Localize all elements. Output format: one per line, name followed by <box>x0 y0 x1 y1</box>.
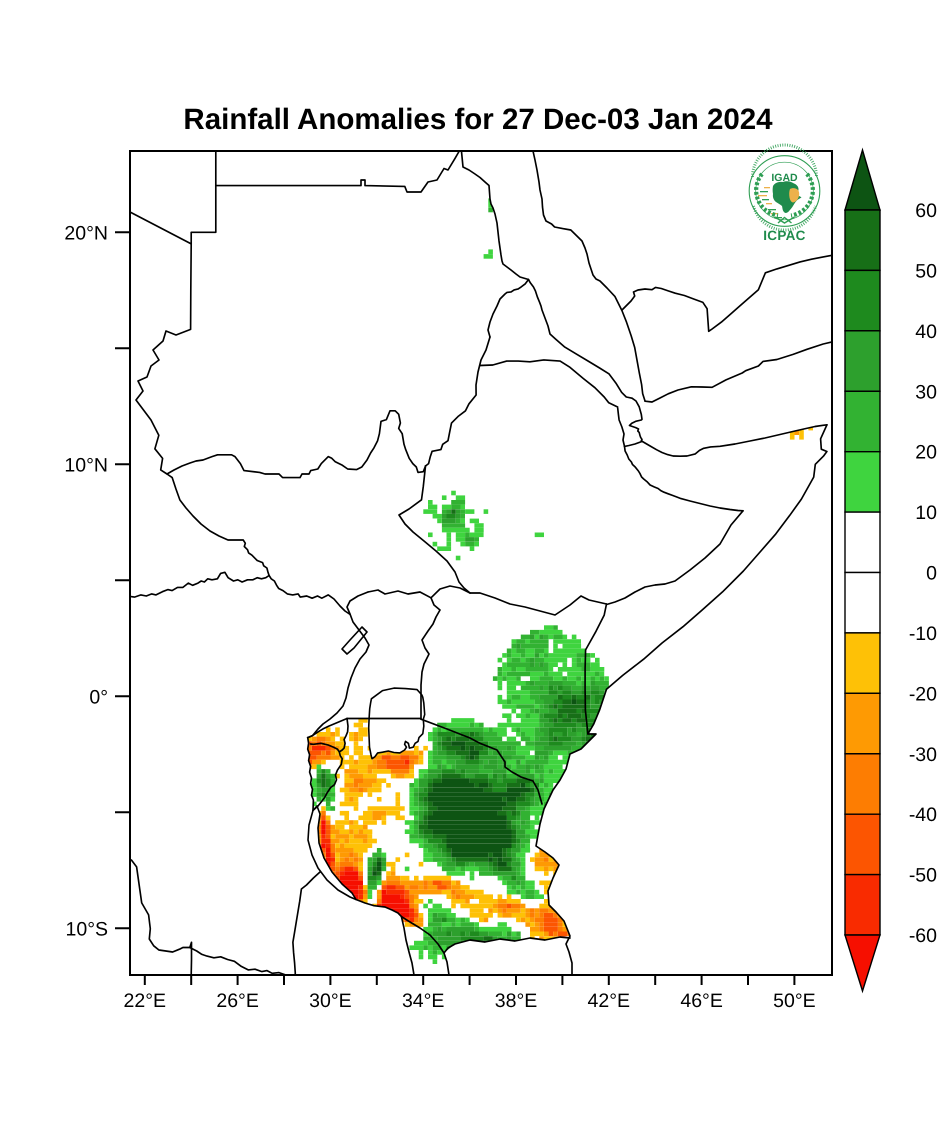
svg-text:20°N: 20°N <box>64 222 108 244</box>
svg-text:-40: -40 <box>909 804 937 826</box>
svg-text:-10: -10 <box>909 623 937 645</box>
svg-text:42°E: 42°E <box>588 990 631 1012</box>
svg-text:34°E: 34°E <box>402 990 445 1012</box>
svg-text:-20: -20 <box>909 683 937 705</box>
svg-text:-60: -60 <box>909 925 937 947</box>
svg-text:10: 10 <box>915 502 937 524</box>
svg-text:20: 20 <box>915 442 937 464</box>
svg-text:40: 40 <box>915 321 937 343</box>
svg-text:22°E: 22°E <box>124 990 167 1012</box>
svg-text:46°E: 46°E <box>680 990 723 1012</box>
svg-text:IGAD: IGAD <box>771 172 798 184</box>
svg-text:Rainfall Anomalies for 27 Dec-: Rainfall Anomalies for 27 Dec-03 Jan 202… <box>183 103 773 136</box>
svg-text:26°E: 26°E <box>216 990 259 1012</box>
svg-text:ICPAC: ICPAC <box>763 228 806 243</box>
svg-text:0: 0 <box>926 563 937 585</box>
svg-text:30: 30 <box>915 381 937 403</box>
svg-text:60: 60 <box>915 200 937 222</box>
svg-text:50°E: 50°E <box>773 990 816 1012</box>
svg-text:38°E: 38°E <box>495 990 538 1012</box>
svg-text:-30: -30 <box>909 744 937 766</box>
svg-text:50: 50 <box>915 260 937 282</box>
svg-text:10°N: 10°N <box>64 454 108 476</box>
svg-text:-50: -50 <box>909 865 937 887</box>
svg-text:30°E: 30°E <box>309 990 352 1012</box>
svg-text:0°: 0° <box>89 686 108 708</box>
svg-text:10°S: 10°S <box>66 918 109 940</box>
